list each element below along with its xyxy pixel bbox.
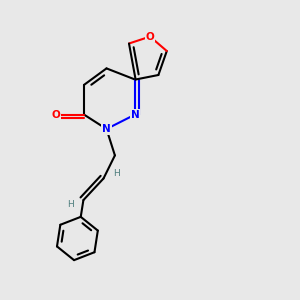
Text: N: N <box>130 110 140 120</box>
Text: O: O <box>146 32 154 42</box>
Text: H: H <box>68 200 74 209</box>
Text: N: N <box>102 124 111 134</box>
Text: H: H <box>113 169 119 178</box>
Text: O: O <box>51 110 60 120</box>
